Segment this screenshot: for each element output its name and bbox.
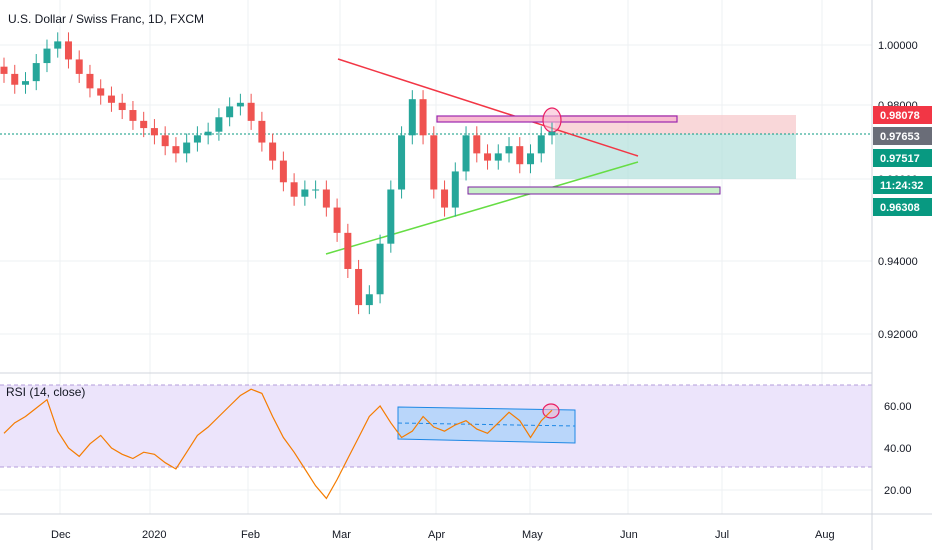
candle-down xyxy=(118,102,126,111)
candle-down xyxy=(290,182,298,197)
chart-title[interactable]: U.S. Dollar / Swiss Franc, 1D, FXCM xyxy=(8,12,205,26)
candle-down xyxy=(258,120,266,143)
candle-up xyxy=(215,117,223,132)
candle-down xyxy=(97,88,105,96)
target-price-badge: 0.96308 xyxy=(873,198,932,216)
time-tick: Jul xyxy=(715,529,729,541)
candle-up xyxy=(312,189,320,191)
candle-up xyxy=(505,146,513,154)
candle-down xyxy=(344,232,352,269)
candle-up xyxy=(398,135,406,190)
candle-down xyxy=(484,153,492,161)
stop-price-badge: 0.98078 xyxy=(873,106,932,124)
bar-countdown-badge: 11:24:32 xyxy=(873,176,932,194)
rsi-line xyxy=(3,388,553,500)
time-tick: Mar xyxy=(332,529,351,541)
candle-down xyxy=(279,160,287,183)
candle-up xyxy=(54,41,62,49)
candle-up xyxy=(32,63,40,82)
rsi-tick: 20.00 xyxy=(884,485,912,497)
candle-down xyxy=(333,207,341,233)
candle-up xyxy=(451,171,459,208)
candle-down xyxy=(441,189,449,208)
candle-down xyxy=(64,41,72,60)
candle-up xyxy=(183,142,191,154)
candle-down xyxy=(247,102,255,121)
candle-up xyxy=(408,99,416,136)
candle-down xyxy=(107,95,115,103)
candle-up xyxy=(548,131,556,136)
time-tick: Aug xyxy=(815,529,835,541)
stop-price-label: 0.98078 xyxy=(880,110,920,122)
candle-up xyxy=(226,106,234,118)
time-tick: 2020 xyxy=(142,529,166,541)
price-tick: 1.00000 xyxy=(878,40,918,52)
support-zone[interactable] xyxy=(467,186,721,195)
time-tick: Dec xyxy=(51,529,71,541)
time-tick: Apr xyxy=(428,529,445,541)
candle-up xyxy=(21,81,29,85)
time-tick: May xyxy=(522,529,543,541)
candle-down xyxy=(516,146,524,165)
time-axis[interactable]: Dec 2020 Feb Mar Apr May Jun Jul Aug xyxy=(51,529,835,541)
candle-down xyxy=(161,135,169,147)
candle-down xyxy=(473,135,481,154)
candle-down xyxy=(0,66,8,74)
rsi-tick: 40.00 xyxy=(884,443,912,455)
candle-up xyxy=(387,189,395,244)
candle-up xyxy=(236,102,244,107)
rsi-channel-midline xyxy=(397,422,576,427)
rsi-tick: 60.00 xyxy=(884,401,912,413)
target-price-label: 0.96308 xyxy=(880,202,920,214)
price-tick: 0.92000 xyxy=(878,329,918,341)
price-tick: 0.94000 xyxy=(878,256,918,268)
candle-down xyxy=(75,59,83,74)
candle-up xyxy=(462,135,470,172)
descending-trendline[interactable] xyxy=(337,58,639,157)
candle-up xyxy=(204,131,212,136)
candle-up xyxy=(376,243,384,295)
candle-down xyxy=(355,268,363,306)
last-price-label: 0.97653 xyxy=(880,131,920,143)
level-price-label: 0.97517 xyxy=(880,153,920,165)
candle-down xyxy=(129,110,137,121)
candle-up xyxy=(301,189,309,197)
last-price-badge: 0.97653 xyxy=(873,127,932,145)
candle-down xyxy=(430,135,438,190)
price-badges: 0.98078 0.97653 0.97517 11:24:32 0.96308 xyxy=(873,106,932,216)
candle-up xyxy=(365,294,373,306)
candle-down xyxy=(11,73,19,85)
candle-down xyxy=(269,142,277,161)
bar-countdown-label: 11:24:32 xyxy=(880,180,923,192)
rsi-title[interactable]: RSI (14, close) xyxy=(6,385,86,399)
time-tick: Feb xyxy=(241,529,260,541)
candle-down xyxy=(150,128,158,136)
rsi-channel[interactable] xyxy=(397,406,576,444)
rsi-axis[interactable]: 60.00 40.00 20.00 xyxy=(884,401,912,497)
time-tick: Jun xyxy=(620,529,638,541)
level-price-badge: 0.97517 xyxy=(873,149,932,167)
candle-down xyxy=(322,189,330,208)
candle-down xyxy=(172,146,180,154)
candle-up xyxy=(193,135,201,143)
candle-down xyxy=(86,73,94,89)
candle-up xyxy=(43,48,51,64)
chart-grid xyxy=(0,0,872,514)
candle-up xyxy=(494,153,502,161)
ascending-trendline[interactable] xyxy=(325,161,639,255)
candle-down xyxy=(419,99,427,136)
candle-up xyxy=(537,135,545,154)
candlestick-series xyxy=(0,32,556,315)
candle-down xyxy=(140,120,148,129)
candle-up xyxy=(527,153,535,165)
